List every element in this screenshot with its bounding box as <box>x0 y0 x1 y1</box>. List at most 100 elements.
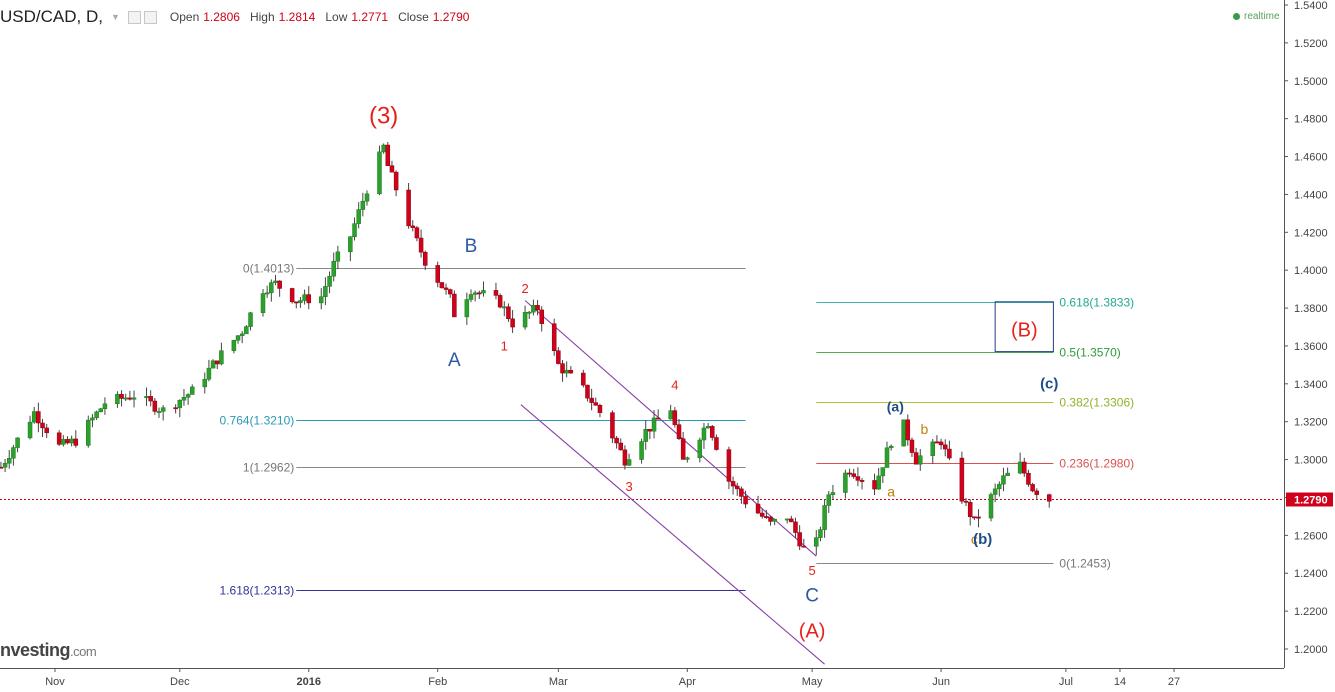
candle-body <box>210 360 216 369</box>
candle-body <box>298 300 303 303</box>
candle-body <box>202 378 208 388</box>
candle-body <box>323 286 328 297</box>
x-tick-label: Mar <box>549 676 568 688</box>
candle-body <box>847 472 852 475</box>
toggle-icon[interactable] <box>143 10 157 24</box>
candle-body <box>331 260 336 277</box>
candle-body <box>472 292 478 295</box>
wave-label: C <box>805 586 819 607</box>
y-tick-label: 1.4800 <box>1294 114 1328 126</box>
candle-body <box>248 312 253 327</box>
wave-label: a <box>887 484 895 500</box>
wave-label: b <box>921 421 929 437</box>
candle-body <box>614 437 619 444</box>
candle-body <box>94 411 99 419</box>
candle-body <box>439 282 445 289</box>
wave-labels: (3) B A 1 2 3 4 5 C (A) (B) (c) (a) a b c(b) <box>369 102 1058 642</box>
x-tick-label: Jun <box>932 676 950 688</box>
candle-body <box>568 369 574 374</box>
y-tick-label: 1.3400 <box>1294 379 1328 391</box>
candle-body <box>963 500 969 503</box>
candle-body <box>772 518 777 522</box>
x-tick-label: Feb <box>428 676 447 688</box>
candle-body <box>31 411 37 423</box>
candle-body <box>710 426 715 438</box>
candle-body <box>685 457 690 460</box>
candle-body <box>668 410 673 420</box>
candle-body <box>36 411 41 424</box>
candle-body <box>947 448 952 459</box>
symbol-label[interactable]: USD/CAD, D, <box>0 7 103 26</box>
candle-body <box>406 189 411 227</box>
candle-body <box>905 419 911 441</box>
close-value: 1.2790 <box>432 10 470 24</box>
chevron-down-icon[interactable]: ▼ <box>110 12 120 22</box>
wave-label: 3 <box>625 479 632 494</box>
y-tick-label: 1.3000 <box>1294 455 1328 467</box>
candle-body <box>269 282 274 294</box>
candle-body <box>934 441 940 444</box>
candle-body <box>830 492 836 495</box>
candle-body <box>364 193 370 202</box>
candle-body <box>443 287 449 290</box>
candle-body <box>918 455 923 465</box>
fib-levels: 0(1.4013) 0.764(1.3210) 1(1.2962) 1.618(1.2… <box>0 262 1284 598</box>
candle-body <box>930 441 936 456</box>
candle-body <box>481 290 486 294</box>
y-tick-label: 1.3600 <box>1294 341 1328 353</box>
logo-text: nvesting <box>0 640 71 660</box>
candle-body <box>755 503 761 514</box>
y-tick-label: 1.4400 <box>1294 189 1328 201</box>
x-tick-label: Apr <box>679 676 696 688</box>
candles <box>0 142 1052 556</box>
candle-body <box>294 301 299 304</box>
candle-body <box>972 516 977 519</box>
candle-body <box>826 494 832 506</box>
candle-body <box>997 483 1002 490</box>
level-label: 0.236(1.2980) <box>1059 457 1134 471</box>
candle-body <box>44 427 49 434</box>
candle-body <box>418 237 424 253</box>
candle-body <box>61 439 66 445</box>
candle-body <box>123 397 128 400</box>
candle-body <box>764 516 769 518</box>
candle-body <box>855 476 861 481</box>
candle-body <box>69 438 74 444</box>
candle-body <box>618 442 624 451</box>
candle-body <box>410 225 416 228</box>
candle-body <box>115 394 120 405</box>
candle-body <box>768 516 773 522</box>
candle-body <box>593 402 599 406</box>
open-value: 1.2806 <box>203 10 240 24</box>
candle-body <box>335 251 341 262</box>
candle-body <box>797 532 802 547</box>
candle-body <box>655 417 661 420</box>
candle-body <box>0 466 4 469</box>
candle-body <box>464 299 470 318</box>
x-tick-label: Dec <box>170 676 190 688</box>
settings-icon[interactable] <box>127 10 141 24</box>
candle-body <box>27 421 33 439</box>
candle-body <box>959 457 965 502</box>
y-tick-label: 1.2000 <box>1294 644 1328 656</box>
candle-body <box>705 426 711 429</box>
y-tick-label: 1.3800 <box>1294 303 1328 315</box>
candle-body <box>506 306 511 320</box>
candle-body <box>381 144 386 153</box>
wave-label: A <box>448 350 461 371</box>
candle-body <box>447 289 453 295</box>
candle-body <box>302 294 307 301</box>
candle-body <box>784 518 790 521</box>
candle-body <box>260 293 266 313</box>
x-tick-label: Nov <box>45 676 65 688</box>
candle-body <box>1005 472 1010 476</box>
candle-body <box>976 516 981 519</box>
candle-body <box>942 444 948 450</box>
x-tick-label: May <box>802 676 823 688</box>
candle-body <box>734 485 740 490</box>
candle-body <box>493 290 499 296</box>
candle-body <box>1034 490 1040 495</box>
candle-body <box>901 419 906 447</box>
candle-body <box>560 363 565 374</box>
